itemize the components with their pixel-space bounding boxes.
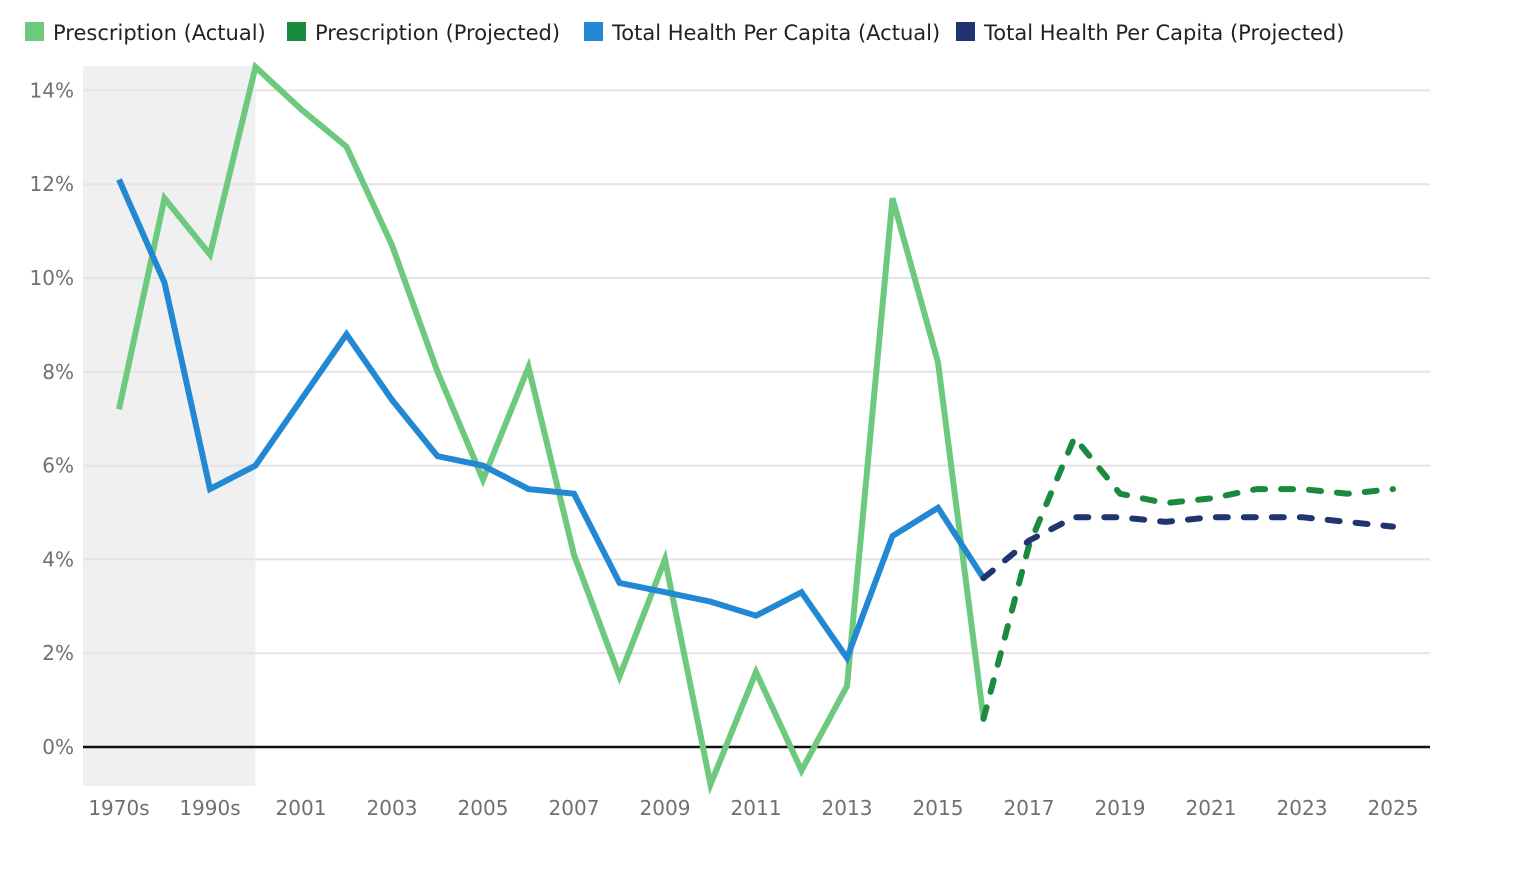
legend-swatch	[287, 22, 306, 41]
y-tick-label: 0%	[42, 735, 74, 759]
x-tick-label: 2003	[367, 796, 418, 820]
x-tick-label: 2023	[1277, 796, 1328, 820]
x-tick-label: 2007	[549, 796, 600, 820]
series-line-3	[980, 514, 1396, 582]
x-tick-label: 2001	[276, 796, 327, 820]
legend-swatch	[25, 22, 44, 41]
x-tick-label: 2005	[458, 796, 509, 820]
y-tick-label: 12%	[30, 172, 74, 196]
x-tick-label: 2025	[1368, 796, 1419, 820]
legend-swatch	[956, 22, 975, 41]
legend-swatch	[584, 22, 603, 41]
x-tick-label: 1990s	[179, 796, 240, 820]
y-tick-label: 10%	[30, 266, 74, 290]
x-tick-label: 2017	[1004, 796, 1055, 820]
legend-label: Prescription (Actual)	[53, 21, 266, 45]
y-tick-label: 8%	[42, 360, 74, 384]
x-tick-label: 2011	[731, 796, 782, 820]
x-tick-label: 2021	[1186, 796, 1237, 820]
x-tick-label: 2013	[822, 796, 873, 820]
x-tick-label: 1970s	[88, 796, 149, 820]
series-line-1	[980, 431, 1396, 722]
legend-label: Total Health Per Capita (Actual)	[611, 21, 940, 45]
y-tick-label: 14%	[30, 78, 74, 102]
legend-label: Prescription (Projected)	[315, 21, 560, 45]
x-tick-label: 2019	[1095, 796, 1146, 820]
y-tick-label: 6%	[42, 454, 74, 478]
y-tick-label: 4%	[42, 547, 74, 571]
y-tick-label: 2%	[42, 641, 74, 665]
x-tick-label: 2015	[913, 796, 964, 820]
x-tick-label: 2009	[640, 796, 691, 820]
legend-label: Total Health Per Capita (Projected)	[983, 21, 1344, 45]
series-line-2	[116, 178, 987, 665]
series-line-0	[116, 61, 987, 795]
